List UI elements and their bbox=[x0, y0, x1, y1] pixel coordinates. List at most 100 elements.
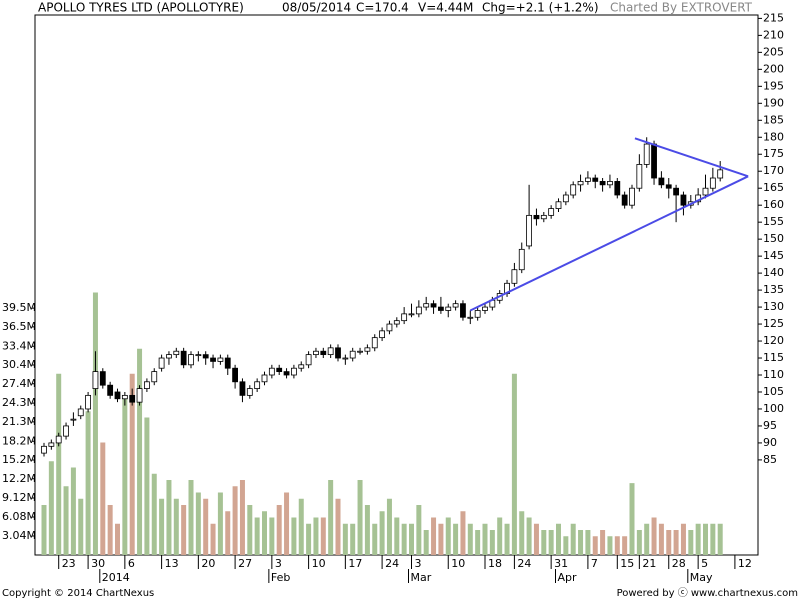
candle-body bbox=[467, 316, 474, 319]
candle-body bbox=[599, 181, 606, 186]
candle-body bbox=[136, 388, 143, 403]
candle-body bbox=[290, 367, 297, 376]
candle-body bbox=[349, 350, 356, 359]
candle-body bbox=[386, 323, 393, 332]
volume-bar bbox=[107, 505, 113, 555]
candle-body bbox=[298, 364, 305, 369]
volume-bar bbox=[137, 348, 143, 555]
x-tick-label: 13 bbox=[165, 557, 179, 570]
volume-bar bbox=[467, 523, 473, 555]
candle-body bbox=[629, 187, 635, 206]
chart-title: APOLLO TYRES LTD (APOLLOTYRE) bbox=[38, 1, 244, 15]
candle-body bbox=[474, 310, 481, 318]
volume-bar bbox=[122, 398, 128, 555]
candle-body bbox=[217, 357, 224, 362]
date: 08/05/2014 bbox=[282, 1, 351, 15]
volume-bar bbox=[92, 292, 98, 555]
candle-body bbox=[254, 381, 261, 389]
candle-body bbox=[158, 357, 165, 369]
candle-body bbox=[717, 169, 724, 179]
candle-body bbox=[70, 418, 77, 421]
volume-bar bbox=[262, 511, 267, 555]
candle-body bbox=[166, 354, 172, 359]
y-tick-label: 155 bbox=[763, 215, 784, 228]
volume-bar bbox=[320, 517, 326, 555]
candle-body bbox=[114, 391, 121, 400]
volume-bar bbox=[482, 523, 488, 555]
y-tick-label: 175 bbox=[763, 147, 784, 160]
volume-bar bbox=[70, 467, 76, 555]
x-tick-label: 6 bbox=[128, 557, 135, 570]
candle-body bbox=[276, 367, 283, 373]
volume-bar bbox=[56, 373, 62, 555]
volume-bar bbox=[592, 536, 598, 555]
volume-bar bbox=[688, 530, 694, 555]
y2-tick-label: 6.08M bbox=[2, 510, 36, 523]
volume-bar bbox=[386, 498, 392, 555]
volume-bar bbox=[254, 517, 260, 555]
volume-bar bbox=[144, 417, 150, 555]
volume-bar bbox=[445, 517, 451, 555]
y-tick-label: 165 bbox=[763, 181, 784, 194]
candle-body bbox=[224, 357, 231, 369]
volume-bar bbox=[394, 517, 400, 555]
candle-body bbox=[680, 194, 687, 206]
candle-body bbox=[415, 306, 422, 315]
candle-body bbox=[673, 187, 679, 196]
candle-body bbox=[408, 313, 415, 316]
volume-bar bbox=[644, 523, 650, 555]
x-tick-label: 17 bbox=[348, 557, 362, 570]
volume-bar bbox=[622, 536, 628, 555]
volume-bar bbox=[556, 523, 561, 555]
candle-body bbox=[445, 306, 452, 311]
y2-tick-label: 21.3M bbox=[2, 415, 36, 428]
x-tick-label: 7 bbox=[591, 557, 598, 570]
candle-body bbox=[173, 350, 180, 356]
volume-bar bbox=[673, 530, 679, 555]
candle-body bbox=[305, 354, 312, 366]
period-label: 2014 bbox=[102, 571, 130, 584]
volume-bar bbox=[284, 492, 290, 555]
volume-bar bbox=[306, 523, 312, 555]
period-label: Feb bbox=[271, 571, 290, 584]
candle-body bbox=[526, 214, 532, 247]
volume-bar bbox=[460, 511, 466, 555]
y-tick-label: 160 bbox=[763, 198, 784, 211]
candle-body bbox=[614, 181, 621, 196]
volume-bar bbox=[276, 505, 282, 555]
volume-bar bbox=[570, 523, 576, 555]
candle-body bbox=[246, 388, 253, 396]
candle-body bbox=[702, 187, 709, 196]
candle-body bbox=[570, 184, 577, 196]
candle-body bbox=[180, 350, 187, 366]
candle-body bbox=[401, 313, 408, 322]
change: Chg=+2.1 (+1.2%) bbox=[482, 1, 599, 15]
candle-body bbox=[379, 330, 386, 339]
period-label: Apr bbox=[558, 571, 578, 584]
x-tick-label: 5 bbox=[701, 557, 708, 570]
close-price: C=170.4 bbox=[356, 1, 409, 15]
x-tick-label: 23 bbox=[62, 557, 76, 570]
volume-bar bbox=[100, 442, 106, 555]
y-tick-label: 125 bbox=[763, 317, 784, 330]
candle-body bbox=[437, 306, 444, 311]
volume-bar bbox=[188, 480, 194, 555]
y-tick-label: 210 bbox=[763, 28, 784, 41]
volume-bar bbox=[453, 523, 459, 555]
y2-tick-label: 15.2M bbox=[2, 453, 36, 466]
volume-bar bbox=[504, 523, 510, 555]
volume-bar bbox=[173, 498, 179, 555]
trend-line bbox=[469, 175, 749, 312]
candle-body bbox=[327, 347, 334, 356]
y-tick-label: 215 bbox=[763, 11, 784, 24]
volume-bar bbox=[614, 536, 620, 555]
powered-by: Powered by ⓒ www.chartnexus.com bbox=[617, 587, 798, 599]
candle-body bbox=[585, 177, 591, 182]
volume-bar bbox=[203, 498, 209, 555]
volume-bar bbox=[717, 523, 723, 555]
candle-body bbox=[511, 269, 518, 284]
volume-bar bbox=[431, 517, 437, 555]
candle-body bbox=[143, 381, 150, 389]
volume-bar bbox=[651, 517, 657, 555]
y-tick-label: 145 bbox=[763, 249, 784, 262]
